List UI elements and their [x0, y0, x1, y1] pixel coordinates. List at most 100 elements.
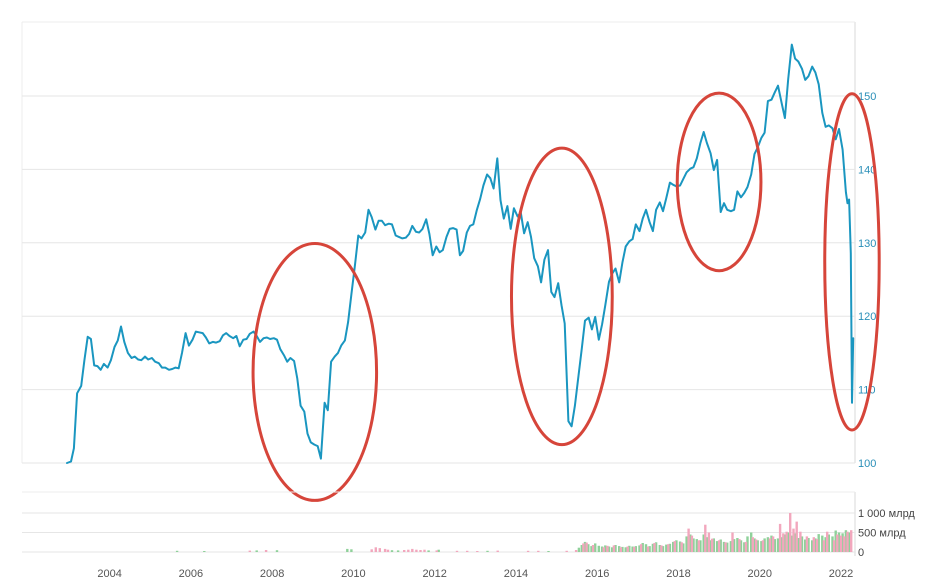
volume-bar-up	[695, 539, 698, 552]
volume-bar-up	[597, 545, 600, 552]
volume-bar-up	[689, 534, 692, 552]
y-tick-label: 150	[858, 91, 876, 103]
volume-bar-down	[687, 528, 690, 552]
volume-bar-down	[707, 532, 711, 552]
volume-bar-up	[837, 532, 841, 552]
volume-bar-down	[633, 546, 636, 552]
volume-bar-down	[378, 548, 381, 552]
volume-bar-up	[807, 538, 810, 552]
volume-bar-down	[411, 548, 414, 552]
volume-bar-down	[626, 546, 629, 552]
volume-bar-down	[789, 513, 792, 552]
volume-bar-down	[846, 531, 849, 552]
volume-bar-down	[419, 550, 422, 552]
volume-bar-up	[641, 543, 644, 552]
volume-bar-down	[370, 549, 373, 552]
volume-bar-up	[776, 538, 780, 552]
y-tick-label: 140	[858, 164, 876, 176]
volume-bar-down	[574, 550, 578, 552]
volume-bar-up	[780, 537, 783, 552]
volume-bar-down	[812, 537, 815, 552]
volume-bar-down	[415, 549, 418, 552]
volume-bar-down	[591, 545, 595, 552]
volume-bar-down	[771, 536, 775, 552]
volume-bar-up	[746, 536, 749, 552]
volume-bar-down	[423, 549, 426, 552]
highlight-ellipse	[675, 91, 763, 273]
volume-bar-up	[634, 546, 637, 552]
volume-bar-up	[390, 550, 394, 552]
x-tick-label: 2022	[829, 568, 853, 580]
volume-bar-down	[751, 537, 754, 552]
volume-bar-up	[743, 542, 746, 553]
volume-bar-down	[496, 550, 499, 552]
volume-bar-down	[785, 531, 788, 552]
volume-bar-up	[611, 547, 614, 552]
volume-bar-up	[547, 551, 550, 552]
y-tick-label: 110	[858, 385, 876, 397]
volume-bar-up	[621, 546, 624, 552]
volume-bar-up	[705, 537, 709, 552]
x-tick-label: 2006	[179, 568, 203, 580]
volume-bar-up	[665, 544, 668, 552]
volume-bar-up	[702, 534, 705, 552]
volume-bar-up	[678, 541, 682, 552]
volume-bar-down	[407, 549, 410, 552]
volume-bar-up	[614, 545, 617, 552]
price-series	[66, 43, 855, 464]
volume-bar-down	[704, 524, 707, 552]
volume-bar-down	[455, 550, 459, 552]
volume-bar-up	[770, 535, 773, 552]
volume-bar-up	[699, 540, 702, 552]
y-tick-label: 130	[858, 238, 876, 250]
volume-bar-up	[804, 539, 807, 552]
volume-bar-up	[793, 533, 797, 552]
volume-bar-up	[736, 538, 739, 552]
x-tick-label: 2008	[260, 568, 284, 580]
volume-bar-down	[744, 541, 748, 552]
volume-bar-up	[668, 543, 672, 552]
x-tick-labels: 2004 2006 2008 2010 2012 2014 2016 2018 2020 2022	[97, 568, 853, 580]
volume-bar-down	[435, 550, 438, 552]
volume-bar-up	[618, 546, 621, 552]
volume-bar-down	[832, 540, 836, 552]
volume-bar-down	[778, 523, 782, 552]
volume-bar-up	[831, 536, 834, 552]
volume-bar-up	[638, 545, 641, 552]
volume-bar-up	[580, 545, 583, 552]
volume-bar-down	[782, 533, 785, 552]
volume-bar-down	[403, 550, 406, 552]
volume-bar-down	[754, 539, 758, 552]
volume-bar-up	[763, 538, 766, 552]
volume-bar-up	[783, 534, 787, 552]
volume-bar-up	[692, 538, 695, 552]
volume-bar-down	[667, 544, 670, 552]
highlight-ellipses	[251, 91, 881, 502]
x-tick-label: 2014	[504, 568, 528, 580]
volume-bar-down	[717, 540, 721, 552]
volume-bar-down	[526, 550, 530, 552]
volume-bar-up	[760, 541, 763, 552]
y-tick-label: 120	[858, 311, 876, 323]
volume-tick-label: 500 млрд	[858, 528, 906, 540]
volume-bar-down	[653, 543, 656, 552]
volume-bar-up	[844, 530, 848, 552]
volume-bar-up	[628, 545, 631, 552]
volume-bar-up	[739, 540, 743, 552]
volume-bar-up	[658, 545, 661, 552]
volume-bar-up	[255, 550, 258, 552]
volume-bar-down	[738, 539, 741, 552]
highlight-ellipse	[509, 146, 614, 447]
price-line	[66, 43, 855, 464]
volume-bar-down	[565, 550, 568, 552]
volume-bar-up	[486, 550, 489, 552]
volume-bar-down	[386, 549, 390, 552]
volume-bar-down	[264, 550, 268, 552]
volume-bar-down	[374, 547, 377, 552]
volume-bar-down	[836, 534, 839, 552]
volume-bar-up	[396, 550, 400, 552]
x-tick-label: 2010	[341, 568, 365, 580]
volume-bar-down	[795, 521, 798, 552]
volume-bar-down	[619, 547, 622, 552]
